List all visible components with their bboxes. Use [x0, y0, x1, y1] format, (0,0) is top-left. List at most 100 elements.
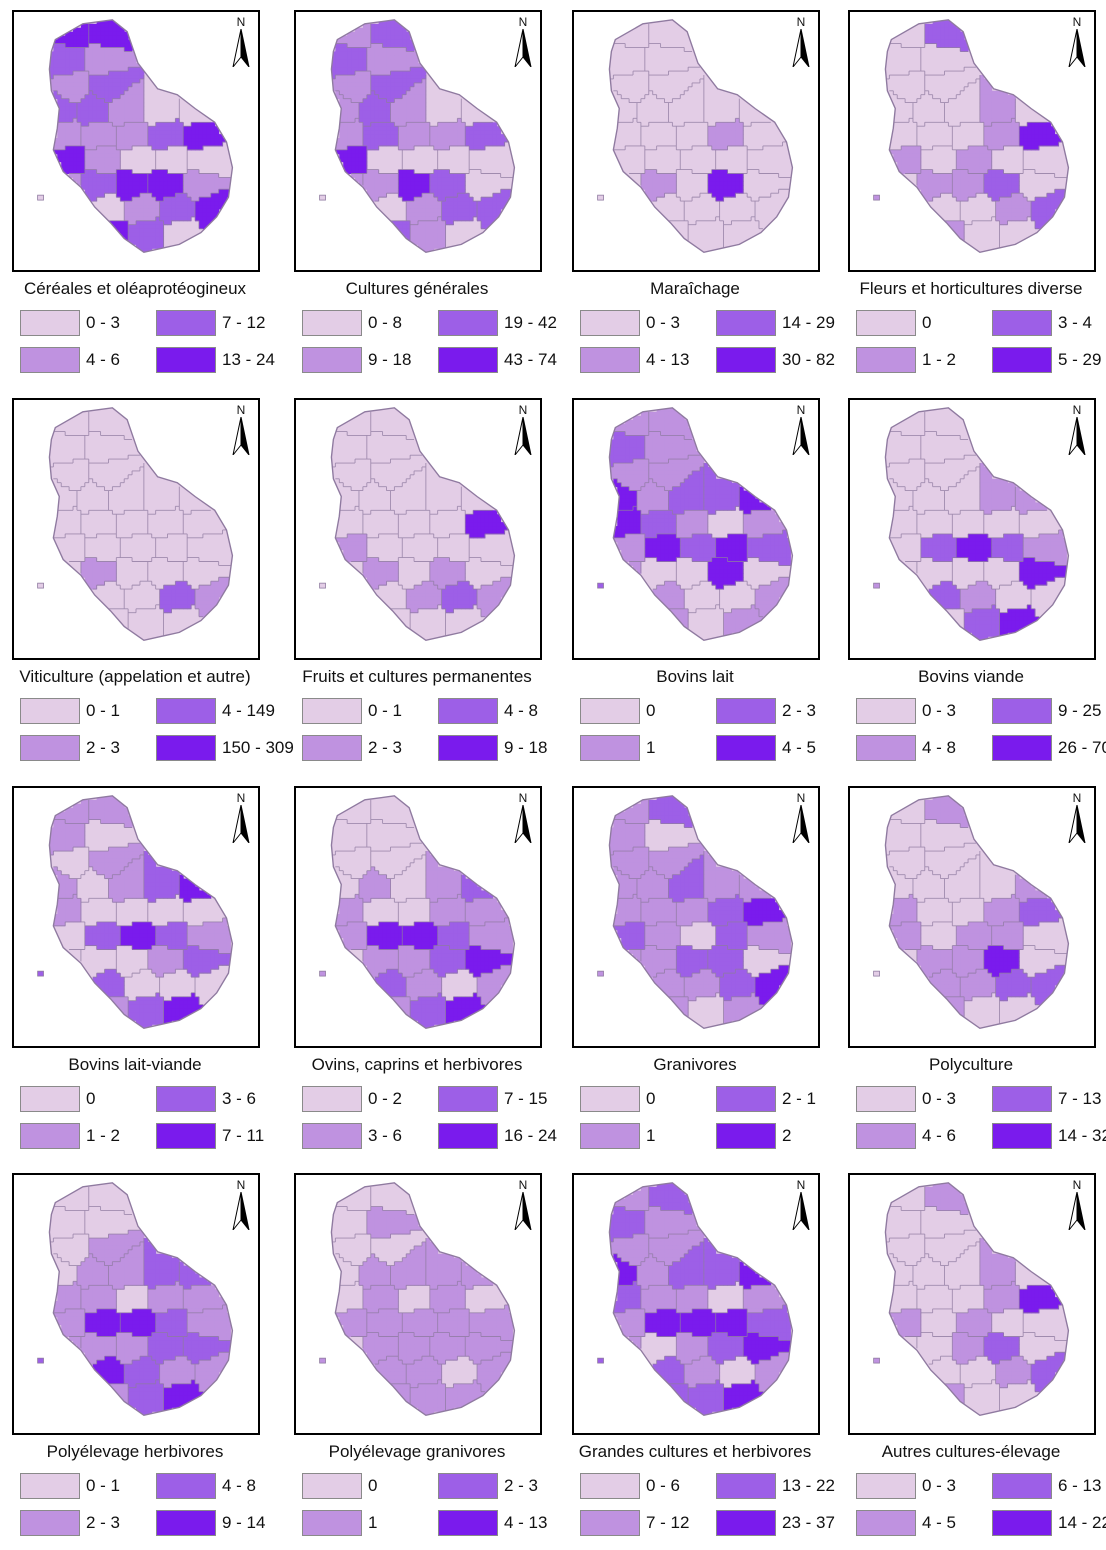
legend-swatch	[20, 1123, 80, 1149]
map-frame: N	[12, 10, 260, 272]
north-arrow-icon: N	[512, 16, 534, 68]
legend-label: 0 - 1	[368, 700, 402, 722]
legend-swatch	[992, 735, 1052, 761]
choropleth-map	[14, 1175, 258, 1433]
map-title: Viticulture (appelation et autre)	[0, 666, 270, 688]
north-arrow-icon: N	[790, 1179, 812, 1231]
legend-label: 0 - 1	[86, 700, 120, 722]
legend-swatch	[156, 1123, 216, 1149]
legend-label: 19 - 42	[504, 312, 557, 334]
map-frame: N	[848, 398, 1096, 660]
choropleth-map	[850, 788, 1094, 1046]
map-frame: N	[294, 786, 542, 1048]
legend-swatch	[156, 1510, 216, 1536]
legend-swatch	[580, 698, 640, 724]
legend-swatch	[716, 1510, 776, 1536]
legend-swatch	[580, 1086, 640, 1112]
legend-swatch	[992, 1086, 1052, 1112]
map-frame: N	[294, 1173, 542, 1435]
choropleth-map	[850, 12, 1094, 270]
choropleth-map	[296, 788, 540, 1046]
map-frame: N	[12, 1173, 260, 1435]
legend-swatch	[438, 310, 498, 336]
north-arrow-icon: N	[1066, 1179, 1088, 1231]
legend-label: 5 - 29	[1058, 349, 1101, 371]
legend-label: 1 - 2	[922, 349, 956, 371]
legend-label: 0	[646, 1088, 655, 1110]
north-label: N	[1066, 404, 1088, 416]
legend-label: 7 - 15	[504, 1088, 547, 1110]
legend-label: 0 - 3	[922, 1088, 956, 1110]
map-frame: N	[294, 398, 542, 660]
legend-label: 0	[922, 312, 931, 334]
legend-swatch	[20, 1473, 80, 1499]
map-title: Fleurs et horticultures diverse	[836, 278, 1106, 300]
legend-swatch	[856, 735, 916, 761]
legend-swatch	[716, 1123, 776, 1149]
legend-label: 13 - 24	[222, 349, 275, 371]
legend-swatch	[302, 1473, 362, 1499]
legend-label: 0 - 1	[86, 1475, 120, 1497]
map-title: Autres cultures-élevage	[836, 1441, 1106, 1463]
legend-label: 1	[646, 737, 655, 759]
legend-swatch	[580, 1473, 640, 1499]
map-title: Bovins viande	[836, 666, 1106, 688]
legend-swatch	[20, 310, 80, 336]
legend-swatch	[302, 698, 362, 724]
legend-label: 1	[646, 1125, 655, 1147]
legend-label: 4 - 8	[222, 1475, 256, 1497]
legend-swatch	[156, 698, 216, 724]
legend-swatch	[20, 1086, 80, 1112]
legend-label: 4 - 6	[922, 1125, 956, 1147]
legend-swatch	[716, 698, 776, 724]
north-arrow-icon: N	[790, 792, 812, 844]
legend-swatch	[856, 1123, 916, 1149]
legend-label: 3 - 6	[368, 1125, 402, 1147]
north-label: N	[512, 404, 534, 416]
north-label: N	[790, 16, 812, 28]
map-frame: N	[294, 10, 542, 272]
legend-swatch	[716, 735, 776, 761]
legend-label: 4 - 8	[922, 737, 956, 759]
legend-swatch	[438, 735, 498, 761]
north-arrow-icon: N	[1066, 792, 1088, 844]
north-label: N	[512, 792, 534, 804]
legend-label: 14 - 29	[782, 312, 835, 334]
legend-swatch	[716, 347, 776, 373]
legend-swatch	[438, 1086, 498, 1112]
north-label: N	[1066, 1179, 1088, 1191]
map-frame: N	[572, 398, 820, 660]
map-frame: N	[12, 786, 260, 1048]
legend-swatch	[716, 1086, 776, 1112]
legend-swatch	[856, 1473, 916, 1499]
legend-label: 4 - 13	[646, 349, 689, 371]
legend-swatch	[156, 1086, 216, 1112]
legend-swatch	[156, 735, 216, 761]
legend-label: 30 - 82	[782, 349, 835, 371]
map-title: Maraîchage	[560, 278, 830, 300]
north-arrow-icon: N	[1066, 16, 1088, 68]
legend-swatch	[580, 1123, 640, 1149]
legend-label: 2 - 1	[782, 1088, 816, 1110]
map-title: Cultures générales	[282, 278, 552, 300]
north-arrow-icon: N	[230, 16, 252, 68]
legend-label: 2 - 3	[368, 737, 402, 759]
map-frame: N	[848, 10, 1096, 272]
legend-swatch	[438, 1510, 498, 1536]
legend-label: 6 - 13	[1058, 1475, 1101, 1497]
legend-swatch	[992, 310, 1052, 336]
legend-swatch	[992, 1123, 1052, 1149]
